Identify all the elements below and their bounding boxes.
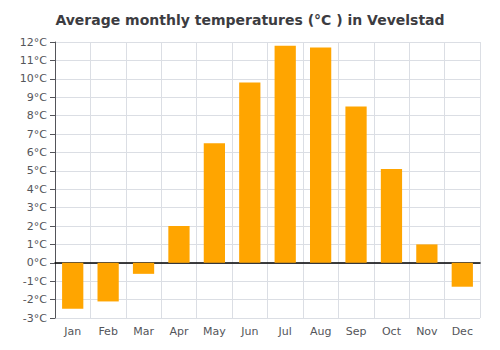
svg-text:2°C: 2°C — [27, 220, 47, 233]
svg-text:12°C: 12°C — [20, 36, 47, 49]
svg-text:-1°C: -1°C — [23, 275, 47, 288]
svg-text:7°C: 7°C — [27, 128, 47, 141]
svg-text:0°C: 0°C — [27, 256, 47, 269]
svg-text:1°C: 1°C — [27, 238, 47, 251]
svg-text:Average monthly temperatures (: Average monthly temperatures (°C ) in Ve… — [55, 12, 444, 28]
svg-text:Nov: Nov — [416, 325, 438, 338]
svg-text:Feb: Feb — [98, 325, 117, 338]
svg-text:3°C: 3°C — [27, 201, 47, 214]
svg-text:-3°C: -3°C — [23, 312, 47, 325]
svg-text:Oct: Oct — [382, 325, 402, 338]
svg-text:Sep: Sep — [346, 325, 367, 338]
svg-text:8°C: 8°C — [27, 109, 47, 122]
svg-text:11°C: 11°C — [20, 54, 47, 67]
svg-text:4°C: 4°C — [27, 183, 47, 196]
svg-text:Jun: Jun — [240, 325, 258, 338]
svg-text:5°C: 5°C — [27, 164, 47, 177]
svg-text:10°C: 10°C — [20, 72, 47, 85]
svg-text:Jul: Jul — [278, 325, 292, 338]
svg-text:Apr: Apr — [169, 325, 189, 338]
svg-text:-2°C: -2°C — [23, 293, 47, 306]
svg-text:Dec: Dec — [452, 325, 473, 338]
svg-text:Jan: Jan — [63, 325, 81, 338]
svg-text:6°C: 6°C — [27, 146, 47, 159]
svg-text:Mar: Mar — [133, 325, 154, 338]
svg-text:Aug: Aug — [310, 325, 331, 338]
svg-text:May: May — [203, 325, 226, 338]
svg-text:9°C: 9°C — [27, 91, 47, 104]
